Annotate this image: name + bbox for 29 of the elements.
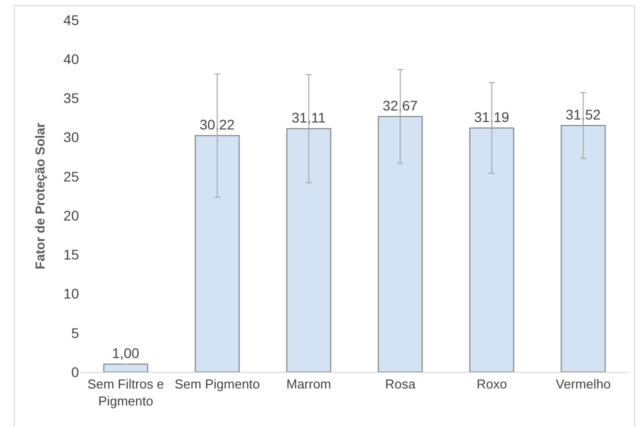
y-tick-label: 5 [71, 324, 80, 341]
x-tick-label: Marrom [286, 376, 332, 392]
data-label: 31,52 [566, 106, 601, 122]
bar [103, 364, 148, 372]
x-tick-label: Vermelho [556, 376, 611, 392]
y-tick-label: 40 [63, 51, 80, 68]
y-tick-label: 45 [63, 12, 80, 28]
y-tick-label: 10 [63, 286, 80, 302]
data-label: 30,22 [200, 116, 235, 133]
y-tick-label: 35 [63, 90, 80, 106]
y-tick-label: 25 [63, 168, 80, 184]
bar [286, 128, 332, 372]
data-label: 31,11 [292, 110, 326, 126]
data-label: 32,67 [382, 97, 418, 114]
bar [469, 128, 514, 372]
data-label: 31,19 [474, 109, 510, 126]
bar [560, 124, 606, 372]
x-tick-label: Sem Pigmento [174, 376, 260, 392]
x-tick-label: Rosa [385, 376, 416, 392]
y-tick-label: 15 [63, 246, 80, 263]
x-tick-label: Roxo [476, 376, 507, 392]
y-tick-label: 0 [71, 364, 80, 380]
y-tick-label: 20 [63, 207, 80, 224]
bar [194, 135, 240, 372]
y-tick-label: 30 [63, 129, 80, 146]
x-tick-label: Sem Filtros e Pigmento [87, 376, 164, 408]
y-axis-title: Fator de Proteção Solar [32, 122, 48, 270]
data-label: 1,00 [112, 345, 140, 362]
bar [378, 116, 423, 372]
